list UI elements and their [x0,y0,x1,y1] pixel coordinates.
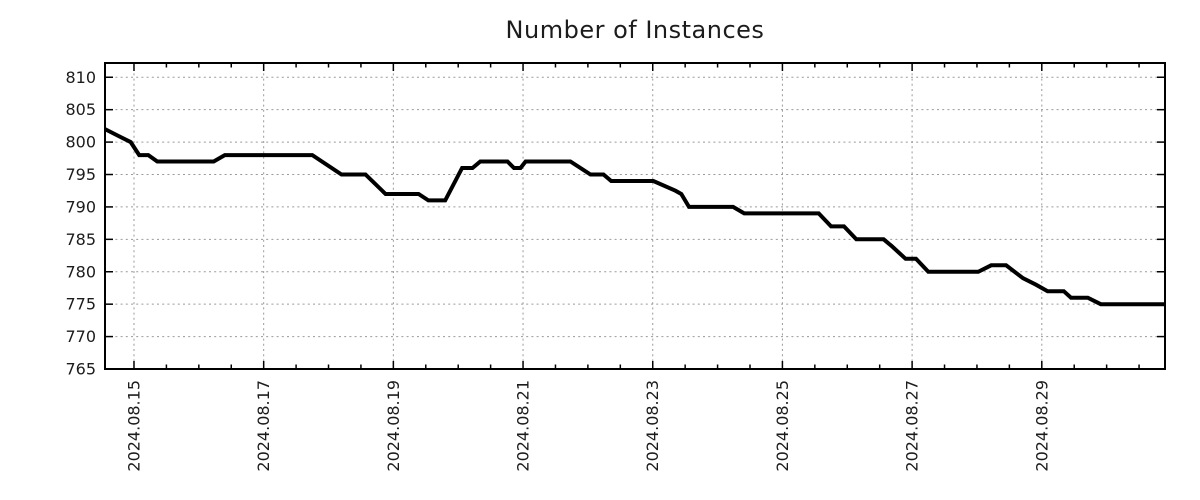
x-tick-label: 2024.08.19 [384,380,403,472]
y-tick-label: 800 [65,133,96,152]
data-line-instances [104,127,1165,307]
x-tick-label: 2024.08.25 [773,380,792,472]
x-tick-label: 2024.08.27 [903,380,922,472]
x-tick-label: 2024.08.23 [643,380,662,472]
plot-border [104,62,1166,370]
x-axis-labels: 2024.08.15 2024.08.17 2024.08.19 2024.08.21… [124,380,1051,472]
axis-ticks [105,63,1165,370]
y-tick-label: 795 [65,165,96,184]
y-tick-label: 805 [65,100,96,119]
y-axis-labels: 765 770 775 780 785 790 795 800 805 810 [65,68,96,379]
y-tick-label: 785 [65,230,96,249]
y-tick-label: 780 [65,262,96,281]
x-tick-label: 2024.08.21 [514,380,533,472]
y-tick-label: 770 [65,327,96,346]
y-tick-label: 765 [65,360,96,379]
y-tick-label: 775 [65,295,96,314]
x-tick-label: 2024.08.15 [124,380,143,472]
chart-title: Number of Instances [505,16,765,44]
x-tick-label: 2024.08.17 [254,380,273,472]
grid-lines [105,63,1165,370]
y-tick-label: 810 [65,68,96,87]
y-tick-label: 790 [65,197,96,216]
x-tick-label: 2024.08.29 [1032,380,1051,472]
